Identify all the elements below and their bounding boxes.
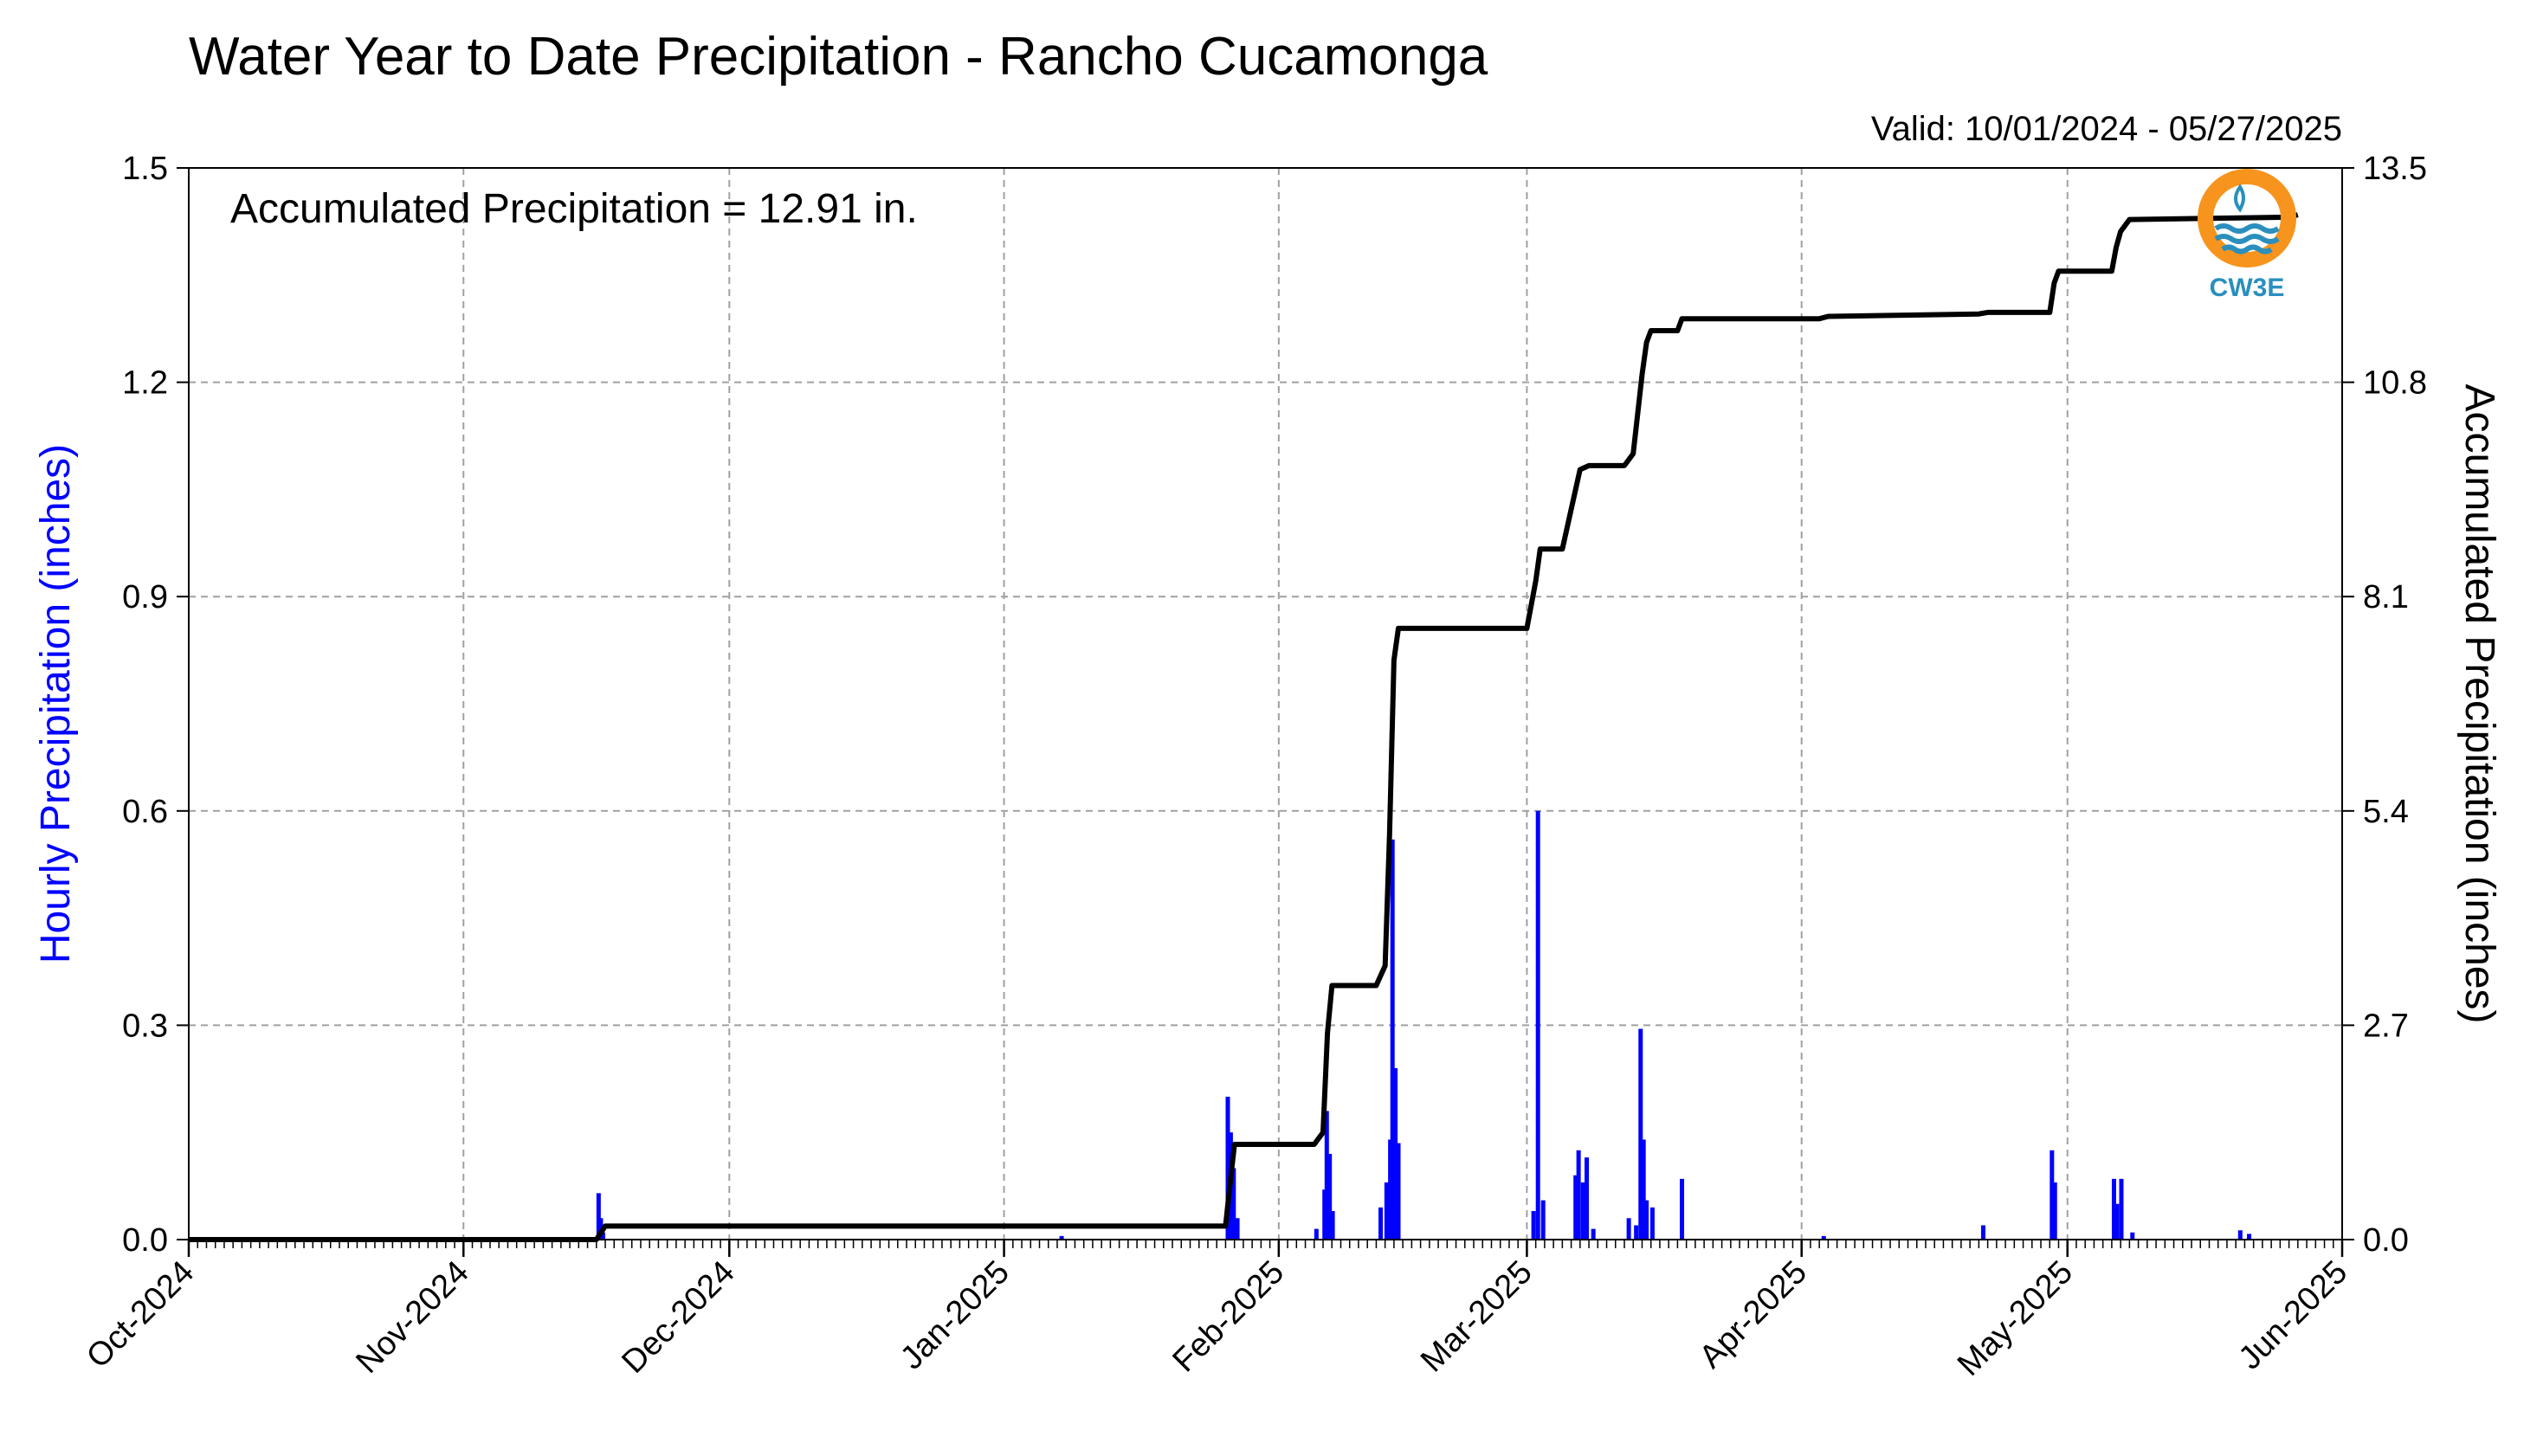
hourly-bar [1576,1150,1581,1240]
logo-waves-icon [2214,184,2280,254]
chart-title: Water Year to Date Precipitation - Ranch… [189,27,1488,87]
axes: 0.0 0.3 0.6 0.9 1.2 1.5 0.0 2.7 5.4 8.1 10.8 13.5 Oc… [80,151,2427,1383]
y-tick-label: 0.9 [122,579,168,615]
x-tick-label: Mar-2025 [1414,1254,1540,1380]
y2-axis-label: Accumulated Precipitation (inches) [2456,383,2502,1023]
hourly-bar [2247,1234,2252,1240]
valid-date-range: Valid: 10/01/2024 - 05/27/2025 [1871,110,2342,148]
y-axis-label: Hourly Precipitation (inches) [33,444,79,963]
accumulated-series-line [189,212,2299,1242]
hourly-bar [1535,810,1540,1240]
accumulated-line [189,212,2299,1242]
hourly-bar [1390,839,1395,1240]
y-tick-label: 0.0 [122,1222,168,1259]
hourly-bar [2130,1232,2135,1240]
y-tick-label: 0.3 [122,1008,168,1044]
hourly-bar [1330,1210,1335,1240]
hourly-bar [1540,1200,1546,1240]
hourly-bar [1225,1096,1230,1240]
hourly-bar [1322,1189,1327,1240]
x-tick-label: Nov-2024 [349,1254,475,1381]
y-tick-label: 1.2 [122,365,168,402]
hourly-bar [1580,1182,1585,1240]
hourly-bar [2052,1182,2057,1240]
x-tick-label: Jun-2025 [2232,1254,2355,1377]
hourly-bar [1231,1168,1236,1240]
hourly-bar [1585,1157,1590,1240]
hourly-bar [1393,1067,1398,1240]
y2-tick-label: 13.5 [2363,151,2427,187]
hourly-bar [2114,1203,2120,1240]
x-tick-label: Feb-2025 [1165,1254,1291,1380]
hourly-bar [1644,1200,1649,1240]
hourly-bar [1649,1207,1655,1240]
x-tick-label: Apr-2025 [1693,1254,1814,1375]
hourly-bar [1626,1218,1631,1240]
x-tick-label: Jan-2025 [894,1254,1017,1377]
hourly-bar [1680,1178,1685,1240]
hourly-bar [2111,1178,2116,1240]
hourly-bar [1324,1111,1329,1240]
hourly-bar [1235,1218,1240,1240]
y2-tick-label: 2.7 [2363,1008,2409,1044]
hourly-bar [596,1193,601,1240]
hourly-bar [1384,1182,1389,1240]
logo-text: CW3E [2210,274,2285,302]
accumulated-annotation: Accumulated Precipitation = 12.91 in. [230,186,918,232]
y-tick-label: 1.5 [122,151,168,187]
hourly-bar [1981,1225,1985,1240]
hourly-bar [2050,1150,2055,1240]
y2-tick-label: 10.8 [2363,365,2427,402]
hourly-bar [1327,1153,1333,1240]
hourly-bar [1388,1139,1393,1240]
hourly-bar [1821,1235,1826,1240]
hourly-bar [1059,1235,1064,1240]
y2-tick-label: 0.0 [2363,1222,2409,1259]
hourly-bar [1634,1225,1639,1240]
hourly-bar [1641,1139,1646,1240]
hourly-bar [2119,1178,2124,1240]
y2-tick-label: 8.1 [2363,579,2409,615]
hourly-bar [1531,1210,1536,1240]
hourly-bar [1314,1228,1319,1240]
y-tick-label: 0.6 [122,794,168,830]
hourly-bar [1573,1175,1578,1240]
hourly-bar [1396,1143,1401,1240]
hourly-bar [2237,1230,2243,1240]
x-tick-label: May-2025 [1951,1254,2080,1383]
x-tick-label: Oct-2024 [80,1254,201,1375]
plot-frame [188,167,2343,1240]
logo-sun-icon [2198,169,2296,267]
hourly-bar [1591,1228,1596,1240]
x-tick-label: Dec-2024 [615,1254,741,1381]
hourly-bar [1378,1207,1384,1240]
cw3e-logo: CW3E [2198,169,2296,302]
hourly-bar [1638,1028,1643,1240]
hourly-bar [600,1232,605,1240]
y2-tick-label: 5.4 [2363,794,2409,830]
grid-lines [189,168,2342,1240]
